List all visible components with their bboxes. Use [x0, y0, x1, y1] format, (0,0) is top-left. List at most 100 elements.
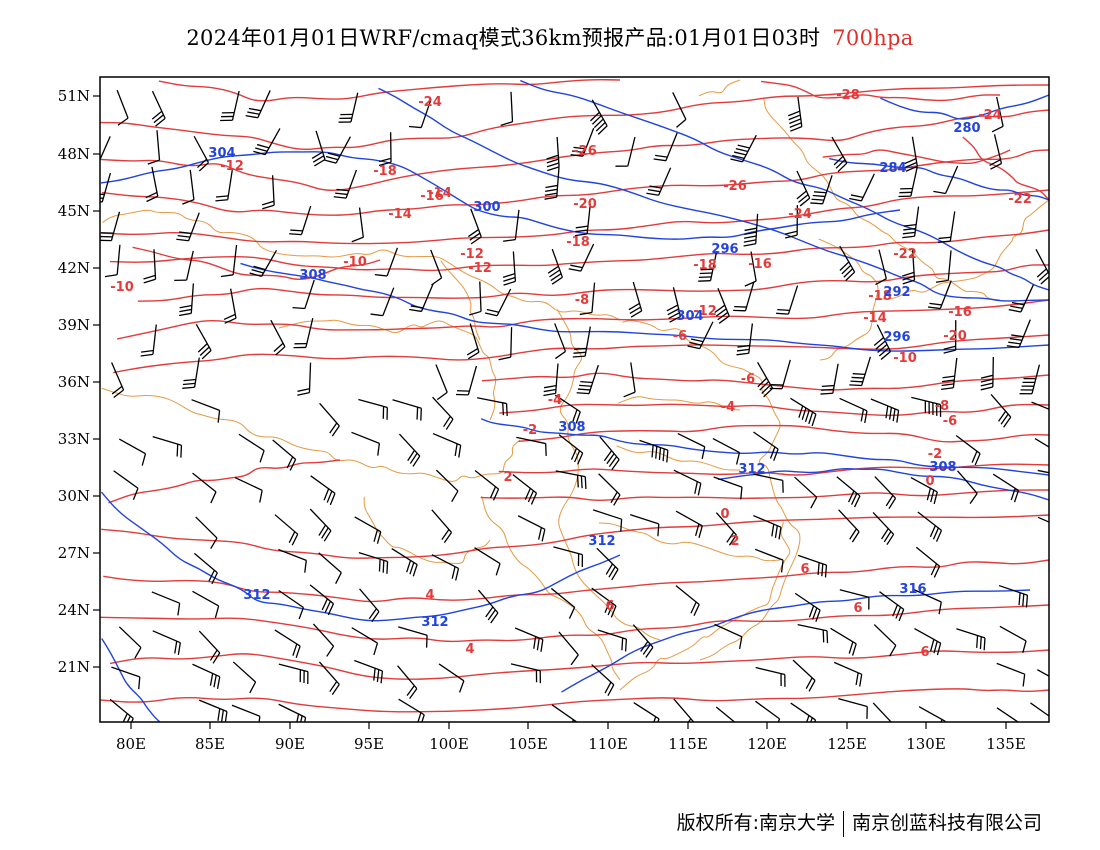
- wind-barb: [192, 472, 217, 504]
- province-border: [101, 387, 521, 482]
- wind-barb: [193, 552, 218, 585]
- wind-barb: [831, 136, 848, 173]
- wind-barb: [838, 697, 868, 719]
- temperature-label: -8: [575, 293, 589, 308]
- temperature-label: 4: [425, 588, 434, 603]
- wind-barb: [796, 170, 811, 207]
- wind-barb: [736, 323, 754, 356]
- wind-barb: [874, 476, 897, 510]
- wind-barb: [512, 474, 538, 505]
- wind-barbs: [100, 89, 1049, 722]
- wind-barb: [792, 659, 816, 692]
- wind-barb: [918, 706, 946, 722]
- wind-barb: [474, 547, 501, 576]
- wind-barb: [1006, 319, 1031, 349]
- temperature-label: -20: [943, 329, 967, 344]
- wind-barb: [713, 476, 743, 500]
- wind-barb: [309, 584, 335, 616]
- contour-labels: -24-26-28-24-22-26-24-20-22-18-16-14-12-…: [110, 88, 1032, 660]
- temperature-label: -16: [948, 305, 972, 320]
- wind-barb: [319, 402, 340, 437]
- temperature-contour: [962, 136, 1049, 201]
- wind-barb: [943, 320, 957, 354]
- temperature-label: -4: [721, 400, 735, 415]
- wind-barb: [904, 136, 918, 172]
- wind-barb: [431, 554, 460, 581]
- wind-barb: [797, 554, 828, 578]
- wind-barb: [318, 552, 342, 584]
- wind-barb: [733, 281, 755, 312]
- wind-barb: [145, 166, 159, 203]
- height-label: 312: [588, 534, 615, 549]
- wind-barb: [753, 431, 779, 461]
- wind-barb: [292, 279, 315, 310]
- wind-barb: [914, 627, 942, 656]
- province-border: [102, 209, 621, 321]
- wind-barb: [378, 132, 392, 167]
- wind-barb: [941, 357, 958, 391]
- province-border: [698, 79, 741, 97]
- wind-barb: [195, 516, 218, 550]
- wind-barb: [568, 243, 595, 272]
- wind-barb: [338, 92, 359, 123]
- temperature-label: -18: [566, 235, 590, 250]
- wind-barb: [989, 134, 1003, 170]
- wind-barb: [712, 437, 741, 465]
- wind-barb: [351, 627, 379, 656]
- wind-barb: [579, 282, 596, 316]
- wind-barb: [249, 250, 278, 278]
- height-contours: [100, 79, 1049, 722]
- wind-barb: [673, 469, 702, 496]
- wind-barb: [318, 661, 340, 695]
- wind-barb: [555, 470, 587, 489]
- wind-barb: [550, 587, 576, 619]
- wind-barb: [933, 165, 959, 195]
- wind-barb: [820, 363, 839, 395]
- wind-barb: [754, 548, 784, 573]
- y-tick-label: 30N: [58, 487, 90, 505]
- wind-barb: [743, 213, 759, 247]
- wind-barb: [195, 323, 212, 360]
- wind-barb: [590, 99, 608, 135]
- temperature-label: -6: [741, 372, 755, 387]
- x-tick-label: 135E: [986, 735, 1026, 753]
- temperature-label: 6: [853, 601, 862, 616]
- wind-barb: [408, 98, 432, 129]
- wind-barb: [109, 698, 134, 722]
- wind-barb: [176, 212, 200, 242]
- wind-barb: [698, 251, 718, 282]
- wind-barb: [397, 665, 418, 700]
- wind-barb: [152, 436, 183, 458]
- wind-barb: [677, 432, 706, 459]
- temperature-label: 6: [800, 562, 809, 577]
- wind-barb: [836, 476, 861, 508]
- height-contour: [480, 418, 1049, 476]
- wind-barb: [592, 509, 623, 532]
- wind-barb: [270, 319, 286, 356]
- wind-barb: [278, 703, 307, 722]
- wind-barb: [872, 702, 892, 722]
- wind-barb: [873, 324, 892, 361]
- wind-barb: [830, 627, 857, 656]
- wind-barb: [484, 288, 512, 317]
- wind-barb: [839, 397, 868, 424]
- height-label: 296: [883, 330, 910, 345]
- wind-barb: [234, 476, 263, 503]
- wind-barb: [633, 702, 660, 722]
- y-tick-label: 42N: [58, 259, 90, 277]
- wind-barb: [517, 515, 546, 542]
- temperature-label: -22: [1008, 192, 1032, 207]
- height-label: 316: [899, 582, 926, 597]
- wind-barb: [687, 321, 714, 350]
- wind-barb: [274, 514, 299, 546]
- height-label: 280: [953, 121, 980, 136]
- wind-barb: [990, 394, 1012, 428]
- wind-barb: [917, 511, 943, 542]
- province-border: [556, 309, 661, 641]
- wind-barb: [554, 394, 581, 424]
- temperature-label: 4: [465, 642, 474, 657]
- wind-barb: [274, 629, 301, 659]
- wind-barb: [111, 362, 125, 399]
- temperature-label: -18: [868, 289, 892, 304]
- temperature-label: 6: [605, 599, 614, 614]
